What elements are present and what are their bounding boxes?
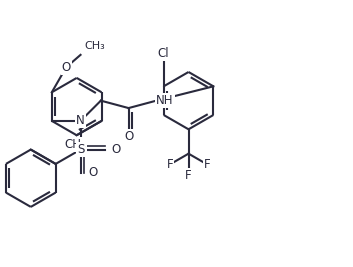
Text: F: F — [167, 158, 173, 171]
Text: CH₃: CH₃ — [64, 138, 86, 151]
Text: O: O — [61, 61, 71, 74]
Text: CH₃: CH₃ — [84, 41, 105, 51]
Text: O: O — [88, 166, 97, 179]
Text: N: N — [76, 115, 85, 127]
Text: O: O — [111, 143, 120, 156]
Text: F: F — [204, 158, 210, 171]
Text: O: O — [124, 130, 133, 143]
Text: NH: NH — [156, 94, 174, 107]
Text: Cl: Cl — [158, 47, 169, 60]
Text: F: F — [185, 169, 192, 182]
Text: S: S — [77, 143, 84, 156]
